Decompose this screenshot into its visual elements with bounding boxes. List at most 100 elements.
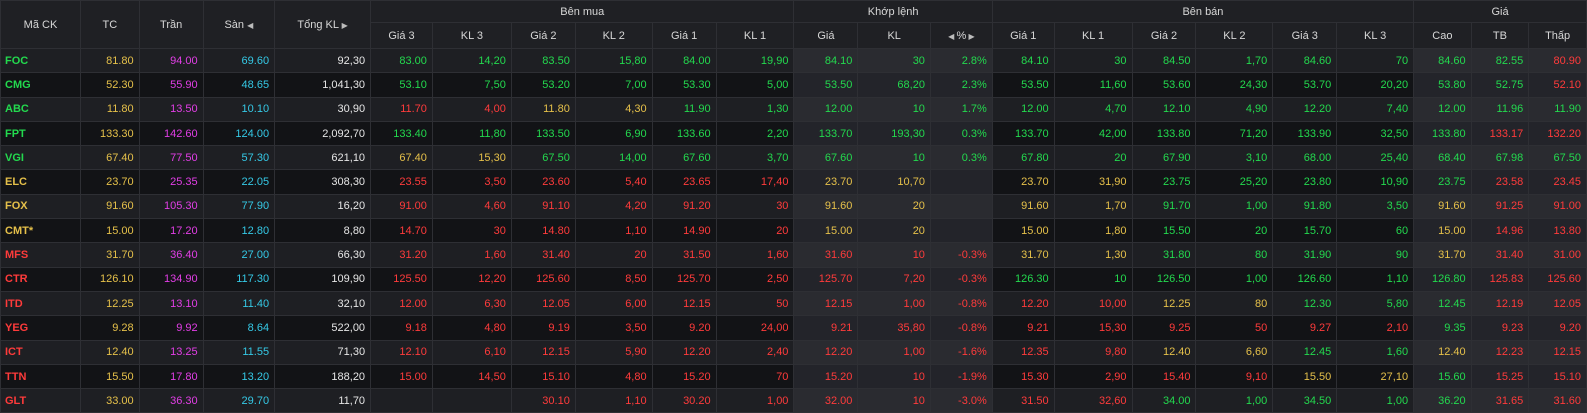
table-row[interactable]: VGI 67.40 77.50 57.30 621,10 67.40 15,30 67.50 1… [0,145,1587,171]
cell-ceil: 17.20 [138,218,204,244]
header-low-price[interactable]: Thấp [1528,22,1587,49]
cell-bid-vol-2: 4,80 [574,363,653,390]
symbol-cell[interactable]: GLT [0,388,81,413]
symbol-cell[interactable]: CMG [0,72,81,98]
symbol-cell[interactable]: YEG [0,315,81,341]
caret-right-icon[interactable]: ▶ [966,31,975,41]
cell-ceil: 142.60 [138,120,204,147]
cell-high-price: 15.60 [1413,363,1472,390]
cell-ref: 12.25 [79,290,140,317]
header-bid-vol-3[interactable]: KL 3 [431,22,512,49]
header-match-price[interactable]: Giá [793,22,859,49]
cell-low-price: 67.50 [1528,145,1587,171]
symbol-cell[interactable]: ICT [0,339,81,365]
cell-ask-vol-3: 1,00 [1336,388,1415,413]
cell-ceil: 25.35 [138,169,204,195]
header-floor-price[interactable]: Sàn ◀ [202,0,276,49]
cell-ceil: 13.10 [138,290,204,317]
table-row[interactable]: FOC 81.80 94.00 69.60 92,30 83.00 14,20 83.50 15… [0,47,1587,74]
table-row[interactable]: ABC 11.80 13.50 10.10 30,90 11.70 4,00 11.80 4,3… [0,96,1587,122]
table-row[interactable]: YEG 9.28 9.92 8.64 522,00 9.18 4,80 9.19 3,50 9.2… [0,315,1587,341]
cell-bid-price-3: 83.00 [370,47,433,74]
cell-avg-price: 91.25 [1470,193,1530,220]
cell-ask-price-1: 53.50 [991,72,1055,98]
table-row[interactable]: CMT* 15.00 17.20 12.80 8,80 14.70 30 14.80 1,10 1… [0,218,1587,244]
cell-high-price: 36.20 [1413,388,1472,413]
header-symbol[interactable]: Mã CK [0,0,81,49]
header-total-volume[interactable]: Tổng KL ▶ [274,0,372,49]
table-row[interactable]: ELC 23.70 25.35 22.05 308,30 23.55 3,50 23.60 5,… [0,169,1587,195]
header-ask-vol-2[interactable]: KL 2 [1195,22,1274,49]
table-row[interactable]: ICT 12.40 13.25 11.55 71,30 12.10 6,10 12.15 5,9… [0,339,1587,365]
cell-total-vol: 11,70 [274,388,372,413]
header-bid-price-1[interactable]: Giá 1 [651,22,717,49]
header-ceiling-price[interactable]: Trần [138,0,204,49]
symbol-cell[interactable]: VGI [0,145,81,171]
cell-total-vol: 522,00 [274,315,372,341]
header-ask-price-1[interactable]: Giá 1 [991,22,1055,49]
cell-bid-vol-1: 30 [715,193,795,220]
cell-bid-vol-2: 1,10 [574,388,653,413]
cell-ask-vol-2: 20 [1195,218,1274,244]
symbol-cell[interactable]: CMT* [0,218,81,244]
header-ask-price-2[interactable]: Giá 2 [1131,22,1197,49]
cell-bid-vol-2: 4,20 [574,193,653,220]
header-ask-price-3[interactable]: Giá 3 [1272,22,1338,49]
header-match-vol[interactable]: KL [857,22,931,49]
header-high-price[interactable]: Cao [1413,22,1472,49]
symbol-cell[interactable]: FPT [0,120,81,147]
header-ask-vol-1[interactable]: KL 1 [1053,22,1133,49]
table-row[interactable]: GLT 33.00 36.30 29.70 11,70 30.10 1,10 30.20 1,0… [0,388,1587,413]
cell-match-price: 133.70 [793,120,859,147]
cell-match-price: 12.15 [793,290,859,317]
header-bid-price-3[interactable]: Giá 3 [370,22,433,49]
cell-bid-vol-1: 2,20 [715,120,795,147]
cell-bid-price-3: 91.00 [370,193,433,220]
symbol-cell[interactable]: ELC [0,169,81,195]
cell-ask-vol-3: 1,60 [1336,339,1415,365]
caret-left-icon[interactable]: ◀ [247,20,254,30]
symbol-cell[interactable]: FOX [0,193,81,220]
table-row[interactable]: MFS 31.70 36.40 27.00 66,30 31.20 1,60 31.40 20 3… [0,242,1587,268]
header-bid-vol-1[interactable]: KL 1 [715,22,795,49]
symbol-cell[interactable]: TTN [0,363,81,390]
header-match-pct[interactable]: ◀ % ▶ [929,22,993,49]
table-row[interactable]: FPT 133.30 142.60 124.00 2,092,70 133.40 11,80… [0,120,1587,147]
cell-match-vol: 7,20 [857,266,931,292]
cell-ask-vol-2: 80 [1195,242,1274,268]
table-row[interactable]: FOX 91.60 105.30 77.90 16,20 91.00 4,60 91.10 4,… [0,193,1587,220]
header-bid-vol-2[interactable]: KL 2 [574,22,653,49]
header-bid-price-2[interactable]: Giá 2 [510,22,576,49]
symbol-cell[interactable]: ABC [0,96,81,122]
cell-ask-price-2: 34.00 [1131,388,1197,413]
header-avg-price[interactable]: TB [1470,22,1530,49]
caret-left-icon[interactable]: ◀ [948,31,957,41]
symbol-cell[interactable]: MFS [0,242,81,268]
cell-match-price: 31.60 [793,242,859,268]
symbol-cell[interactable]: FOC [0,47,81,74]
cell-match-vol: 30 [857,47,931,74]
cell-bid-vol-3: 30 [431,218,512,244]
table-row[interactable]: CMG 52.30 55.90 48.65 1,041,30 53.10 7,50 53.20… [0,72,1587,98]
caret-right-icon[interactable]: ▶ [341,20,348,30]
table-row[interactable]: CTR 126.10 134.90 117.30 109,90 125.50 12,20 12… [0,266,1587,292]
cell-ref: 23.70 [79,169,140,195]
cell-total-vol: 1,041,30 [274,72,372,98]
cell-bid-price-2: 12.15 [510,339,576,365]
cell-high-price: 133.80 [1413,120,1472,147]
header-bid-group: Bên mua [370,0,795,23]
table-row[interactable]: ITD 12.25 13.10 11.40 32,10 12.00 6,30 12.05 6,0… [0,290,1587,317]
cell-bid-vol-2: 4,30 [574,96,653,122]
table-body: FOC 81.80 94.00 69.60 92,30 83.00 14,20 83.50 15… [0,47,1587,413]
cell-ask-vol-1: 9,80 [1053,339,1133,365]
symbol-cell[interactable]: ITD [0,290,81,317]
cell-ask-price-3: 15.70 [1272,218,1338,244]
cell-ref: 15.00 [79,218,140,244]
header-ask-vol-3[interactable]: KL 3 [1336,22,1415,49]
table-row[interactable]: TTN 15.50 17.80 13.20 188,20 15.00 14,50 15.10 4… [0,363,1587,390]
cell-ask-price-3: 126.60 [1272,266,1338,292]
cell-total-vol: 188,20 [274,363,372,390]
cell-ask-vol-2: 25,20 [1195,169,1274,195]
header-ref-price[interactable]: TC [79,0,140,49]
symbol-cell[interactable]: CTR [0,266,81,292]
